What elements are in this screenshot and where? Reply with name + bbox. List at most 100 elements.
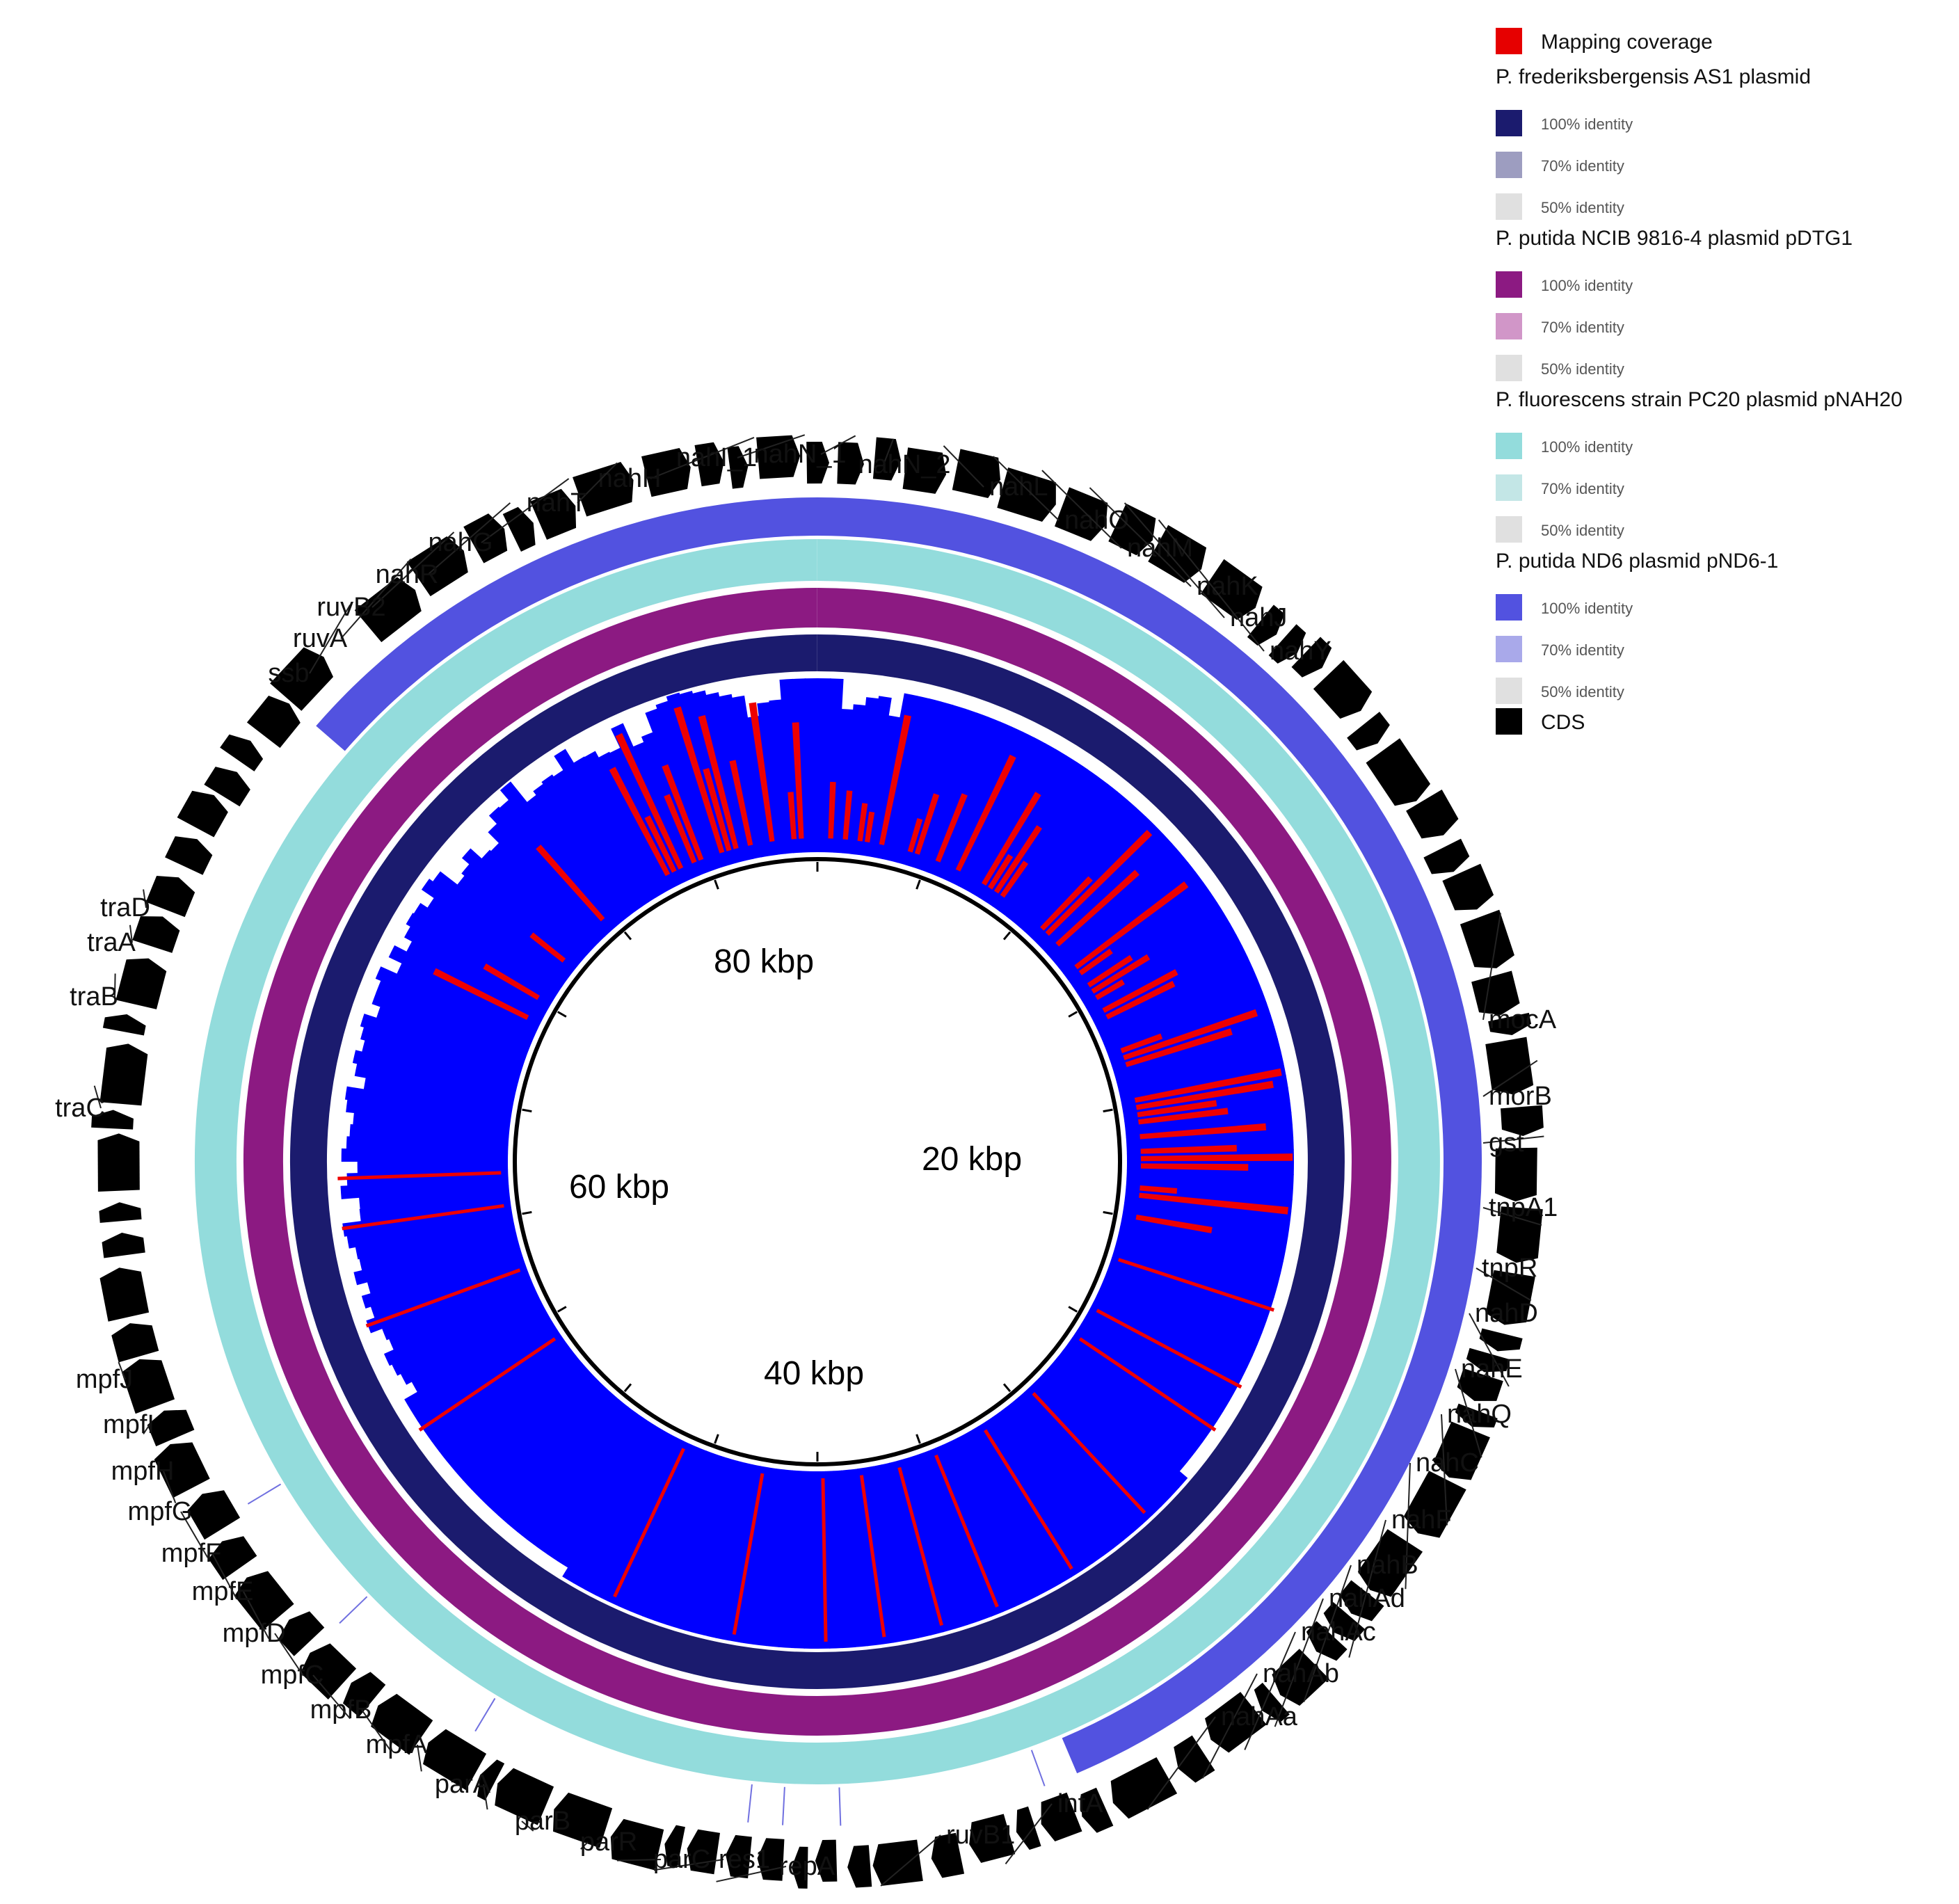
coverage-segment bbox=[849, 697, 879, 855]
cds-feature bbox=[1457, 1368, 1503, 1401]
coverage-segment bbox=[541, 774, 643, 911]
cds-feature bbox=[1272, 1649, 1329, 1706]
coverage-segment bbox=[642, 1450, 714, 1621]
coverage-segment bbox=[461, 848, 588, 961]
gene-leader-line bbox=[650, 437, 755, 479]
coverage-track bbox=[337, 678, 1294, 1649]
gene-leader-line bbox=[1348, 1519, 1386, 1658]
coverage-spike bbox=[955, 754, 1016, 872]
coverage-segment bbox=[359, 1225, 517, 1272]
gene-leader-line bbox=[340, 558, 412, 639]
gene-leader-line bbox=[427, 502, 511, 575]
coverage-segment bbox=[340, 1177, 509, 1199]
gene-leader-line bbox=[943, 445, 984, 488]
coverage-segment bbox=[1057, 861, 1197, 974]
axis-tick bbox=[915, 879, 921, 890]
gene-label: nahM bbox=[1127, 534, 1193, 563]
cds-feature bbox=[757, 1838, 785, 1881]
legend-swatch bbox=[1496, 594, 1522, 621]
coverage-segment bbox=[1057, 1350, 1196, 1463]
legend-swatch bbox=[1496, 152, 1522, 178]
coverage-segment bbox=[497, 1391, 616, 1524]
gene-leader-line bbox=[716, 1866, 787, 1882]
legend-entry-label: 70% identity bbox=[1541, 641, 1624, 659]
gene-label: nahF bbox=[1391, 1505, 1452, 1535]
cds-feature bbox=[115, 958, 167, 1009]
gene-label: mpfD bbox=[223, 1619, 286, 1648]
legend-swatch-cds bbox=[1496, 708, 1522, 735]
coverage-segment bbox=[920, 712, 989, 873]
gene-leader-line bbox=[312, 1674, 351, 1720]
coverage-segment bbox=[463, 1368, 593, 1490]
coverage-gap bbox=[821, 1478, 828, 1642]
coverage-segment bbox=[678, 1458, 737, 1633]
coverage-segment bbox=[950, 1437, 1039, 1602]
gene-leader-line bbox=[371, 531, 455, 608]
coverage-segment bbox=[554, 749, 657, 902]
gene-label: nahE bbox=[1461, 1354, 1523, 1384]
coverage-spike bbox=[935, 793, 968, 863]
coverage-segment bbox=[341, 1148, 509, 1162]
legend-entry-label: 70% identity bbox=[1541, 480, 1624, 497]
coverage-segment bbox=[490, 842, 599, 949]
coverage-segment bbox=[1041, 1368, 1180, 1498]
cds-feature bbox=[1054, 487, 1108, 541]
gene-label: nahQ bbox=[1447, 1400, 1512, 1429]
coverage-segment bbox=[920, 1450, 992, 1622]
coverage-segment bbox=[367, 1241, 521, 1295]
legend-swatch bbox=[1496, 110, 1522, 136]
cds-feature bbox=[99, 1043, 148, 1106]
legend-swatch bbox=[1496, 516, 1522, 543]
coverage-spike bbox=[1095, 979, 1125, 1000]
cds-feature bbox=[847, 1845, 872, 1888]
coverage-segment bbox=[344, 1086, 512, 1121]
gene-label: nahL bbox=[989, 472, 1048, 502]
pnd6-fragment bbox=[247, 1483, 282, 1505]
coverage-segment bbox=[703, 1462, 753, 1638]
coverage-segment bbox=[488, 806, 611, 938]
coverage-spike bbox=[1102, 969, 1178, 1014]
coverage-segment bbox=[936, 721, 1012, 879]
coverage-segment bbox=[618, 1444, 699, 1612]
coverage-segment bbox=[889, 1460, 944, 1635]
coverage-segment bbox=[1118, 1226, 1284, 1274]
cds-feature bbox=[1460, 909, 1514, 968]
cds-feature bbox=[204, 767, 250, 807]
cds-feature bbox=[1247, 605, 1285, 646]
coverage-segment bbox=[731, 695, 770, 858]
cds-feature bbox=[1323, 1602, 1366, 1641]
coverage-spike bbox=[1120, 1033, 1163, 1054]
axis-tick bbox=[522, 1210, 532, 1215]
gene-label: mpfJ bbox=[76, 1365, 133, 1394]
coverage-gap bbox=[859, 1475, 886, 1638]
cds-feature bbox=[1466, 1347, 1510, 1373]
gene-label: mpfC bbox=[261, 1661, 324, 1690]
coverage-spike bbox=[792, 722, 804, 839]
coverage-segment bbox=[645, 708, 715, 873]
coverage-gap bbox=[613, 1448, 685, 1598]
cds-feature bbox=[300, 1643, 357, 1699]
gene-leader-line bbox=[1303, 1565, 1352, 1702]
coverage-segment bbox=[376, 1006, 526, 1066]
coverage-segment bbox=[1118, 1050, 1284, 1098]
pnd6-fragment bbox=[747, 1784, 753, 1823]
cds-feature bbox=[495, 1768, 554, 1825]
legend-entry-label: 50% identity bbox=[1541, 683, 1624, 701]
coverage-segment bbox=[363, 1077, 513, 1114]
coverage-segment bbox=[718, 694, 762, 859]
gene-leader-line bbox=[577, 462, 618, 504]
coverage-segment bbox=[400, 1302, 545, 1385]
axis-tick bbox=[1068, 1011, 1078, 1018]
coverage-spike bbox=[1140, 1163, 1249, 1171]
cds-feature bbox=[423, 1729, 487, 1791]
coverage-segment bbox=[957, 1434, 1050, 1597]
coverage-segment bbox=[1085, 1309, 1236, 1401]
coverage-segment bbox=[346, 1209, 513, 1249]
cds-feature bbox=[1488, 1012, 1532, 1036]
ring-separator bbox=[239, 583, 1396, 1741]
coverage-spike bbox=[662, 764, 704, 861]
cds-feature bbox=[246, 696, 301, 749]
gene-leader-line bbox=[1405, 1462, 1411, 1590]
coverage-segment bbox=[413, 903, 559, 1000]
coverage-segment bbox=[740, 1467, 777, 1645]
